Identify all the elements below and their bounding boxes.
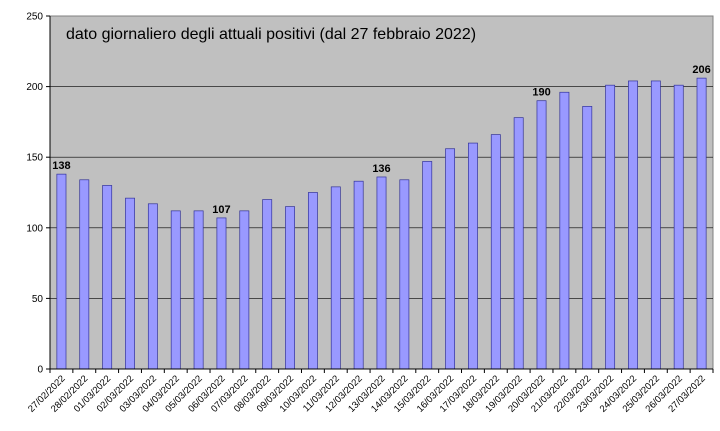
bar [125,197,135,370]
y-tick-label: 250 [26,12,43,23]
bar [262,199,273,370]
bar [170,210,181,370]
bar [376,176,387,370]
data-label: 107 [212,204,230,216]
bar [650,80,661,370]
bar [307,192,318,370]
bar [239,210,250,370]
data-labels: 138 107 136 190 206 [52,64,710,216]
bar [490,134,501,370]
bar [536,100,547,370]
y-tick-label: 200 [26,82,43,93]
bar [559,91,570,370]
data-label: 206 [692,64,710,76]
bar [330,186,341,370]
data-label: 138 [52,160,70,172]
bar [353,180,364,370]
bar [102,185,113,370]
bar [147,203,158,370]
y-tick-label: 50 [32,294,44,305]
y-axis: 0 50 100 150 200 250 [26,12,51,376]
data-label: 136 [372,163,390,175]
data-label: 190 [532,87,550,99]
bar [399,179,410,370]
y-tick-label: 100 [26,223,43,234]
bar [79,179,90,370]
bar [193,210,204,370]
bar [605,84,616,370]
bar [673,84,684,370]
bar [285,206,295,370]
y-tick-label: 150 [26,153,43,164]
bar [513,117,524,370]
bar [582,106,593,370]
chart-title: dato giornaliero degli attuali positivi … [66,26,476,43]
bar [445,148,456,370]
bar [628,80,638,370]
bar [216,217,227,370]
bar [56,173,67,370]
bar [696,77,707,370]
y-tick-label: 0 [37,365,43,376]
bar [422,161,433,370]
bar [468,142,478,370]
